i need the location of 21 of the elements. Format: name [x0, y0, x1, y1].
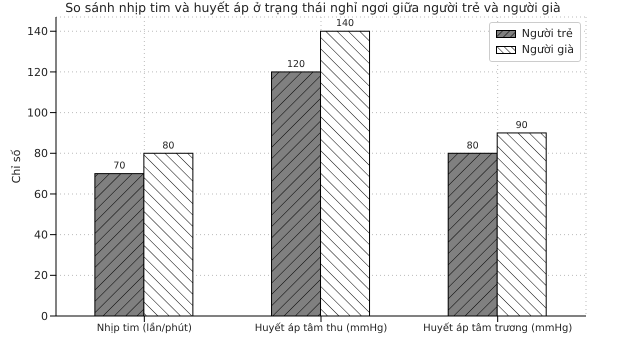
y-tick-label: 60	[34, 188, 48, 201]
data-label: 140	[336, 18, 354, 30]
y-tick-label: 80	[34, 147, 48, 160]
y-tick-label: 140	[27, 25, 48, 38]
y-tick-label: 100	[27, 106, 48, 120]
y-axis-title: Chỉ số	[10, 149, 23, 184]
chart-title: So sánh nhịp tim và huyết áp ở trạng thái nghỉ ngơi giữa người trẻ và người già	[64, 0, 562, 15]
legend-label: Người già	[522, 42, 574, 58]
data-label: 70	[113, 160, 126, 172]
x-tick-label: Huyết áp tâm trương (mmHg)	[423, 322, 572, 334]
data-label: 80	[162, 140, 174, 152]
y-tick-label: 20	[34, 269, 48, 282]
data-label: 120	[286, 58, 306, 70]
data-label: 90	[516, 120, 528, 131]
y-tick-label: 0	[41, 310, 48, 323]
data-label: 80	[466, 140, 479, 152]
y-tick-label: 120	[27, 66, 48, 79]
x-tick-label: Nhịp tim (lần/phút)	[96, 322, 192, 334]
legend-label: Người trẻ	[522, 26, 573, 42]
y-tick-label: 40	[34, 228, 48, 242]
x-tick-label: Huyết áp tâm thu (mmHg)	[254, 322, 388, 334]
